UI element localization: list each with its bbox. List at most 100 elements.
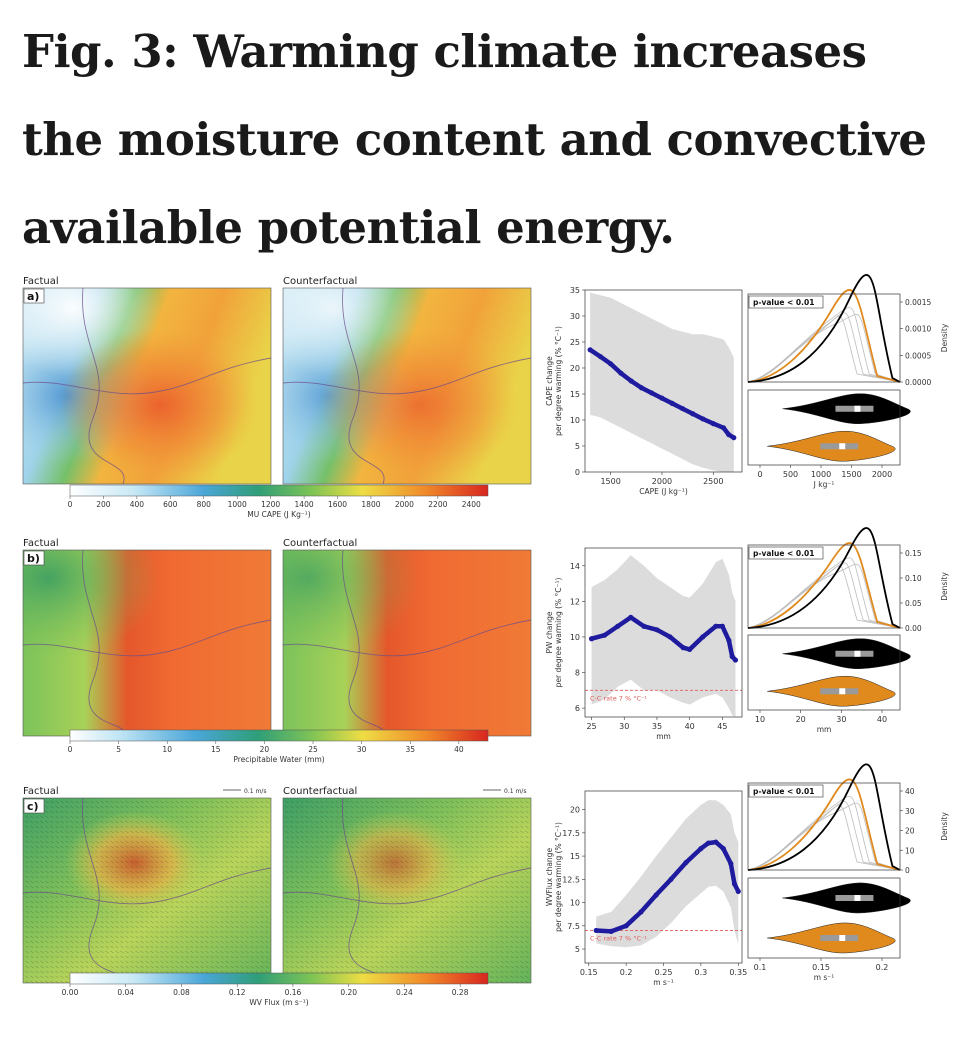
- p-value-label: p-value < 0.01: [753, 298, 814, 307]
- counterfactual-map-field-overlay: [283, 288, 531, 484]
- trend-point: [654, 627, 660, 633]
- colorbar: [69, 729, 489, 742]
- violin-x-tick-label: 0.15: [812, 963, 830, 972]
- colorbar-tick-label: 5: [116, 745, 121, 754]
- colorbar-tick-label: 1600: [328, 500, 347, 509]
- factual-map-border-line: [22, 867, 272, 905]
- cc-rate-label: C-C rate 7 % °C⁻¹: [590, 934, 647, 942]
- x-tick-label: 2000: [652, 477, 672, 486]
- density-plot: p-value < 0.01 0.0000 0.0005 0.0010 0.0015 De…: [747, 274, 949, 387]
- x-tick-label: 0.35: [729, 968, 747, 977]
- colorbar-tick-label: 1400: [295, 500, 314, 509]
- violin-x-axis-label: J kg⁻¹: [813, 480, 835, 489]
- x-axis-label: mm: [656, 732, 671, 741]
- density-y-axis-label-group: Density: [940, 572, 949, 601]
- trend-point: [608, 928, 614, 934]
- factual-map-title: Factual: [23, 276, 59, 287]
- density-y-tick-label: 0.0015: [905, 298, 931, 307]
- trend-point: [700, 634, 706, 640]
- density-y-axis-label: Density: [940, 812, 949, 841]
- trend-point: [687, 646, 693, 652]
- violin-x-tick-label: 20: [796, 715, 806, 724]
- colorbar-tick-label: 0.16: [285, 988, 302, 997]
- colorbar-tick-label: 400: [130, 500, 145, 509]
- density-y-axis-label: Density: [940, 323, 949, 352]
- x-tick-label: 30: [619, 722, 629, 731]
- violin-x-tick-label: 1500: [841, 470, 861, 479]
- violin-x-axis-label: mm: [817, 725, 832, 734]
- violin-x-tick-label: 10: [755, 715, 765, 724]
- trend-point: [700, 416, 706, 422]
- counterfactual-map-border-line: [282, 867, 532, 905]
- trend-point: [705, 840, 711, 846]
- trend-point: [588, 636, 595, 642]
- y-tick-label: 20: [570, 364, 580, 373]
- trend-point: [638, 385, 645, 391]
- density-y-tick-label: 0.0005: [905, 351, 931, 360]
- trend-point: [726, 431, 732, 438]
- colorbar-tick-label: 2400: [462, 500, 481, 509]
- trend-point: [615, 623, 621, 629]
- density-y-tick-label: 0.0010: [905, 325, 931, 334]
- trend-point: [680, 645, 686, 651]
- factual-violin-median: [854, 405, 861, 412]
- colorbar-tick-label: 0.20: [340, 988, 357, 997]
- y-tick-label: 10: [570, 899, 580, 908]
- y-tick-label: 15: [570, 390, 580, 399]
- factual-map-border-line: [22, 357, 272, 395]
- trend-point: [729, 653, 735, 660]
- trend-line: [593, 839, 741, 934]
- colorbar-label: Precipitable Water (mm): [233, 755, 324, 764]
- density-y-tick-label: 30: [905, 807, 915, 816]
- y-tick-label: 14: [570, 562, 580, 571]
- counterfactual-violin-median: [839, 443, 846, 450]
- trend-point: [732, 657, 739, 663]
- trend-point: [641, 623, 647, 629]
- figure-title: Fig. 3: Warming climate increases the mo…: [22, 25, 927, 254]
- density-y-tick-label: 0.00: [905, 624, 922, 633]
- colorbar-label: WV Flux (m s⁻¹): [249, 998, 308, 1007]
- counterfactual-map-border-line: [342, 549, 385, 737]
- trend-point: [628, 378, 634, 384]
- counterfactual-violin-median: [839, 935, 846, 941]
- panel-letter-box: [23, 550, 45, 566]
- panel-letter: b): [27, 552, 40, 565]
- y-axis-label-line-1: CAPE change: [545, 356, 554, 406]
- density-y-tick-label: 10: [905, 846, 915, 855]
- trend-point: [669, 400, 675, 406]
- counterfactual-map-border-line: [282, 357, 532, 395]
- y-tick-label: 10: [570, 633, 580, 642]
- counterfactual-violin-median: [839, 688, 846, 695]
- counterfactual-density-curve: [747, 778, 901, 871]
- colorbar-tick-label: 25: [308, 745, 318, 754]
- factual-map-border-line: [22, 619, 272, 657]
- trend-point: [679, 405, 686, 412]
- x-tick-label: 25: [586, 722, 596, 731]
- violin-plots: 0 500 1000 1500 2000 J kg⁻¹: [747, 389, 911, 489]
- x-tick-label: 0.15: [580, 968, 598, 977]
- y-tick-label: 7.5: [567, 922, 580, 931]
- counterfactual-map-frame: [282, 287, 532, 485]
- density-y-tick-label: 0: [905, 866, 910, 875]
- trend-point: [659, 395, 665, 401]
- panel-letter-box: [23, 798, 45, 814]
- violin-x-tick-label: 0: [757, 470, 762, 479]
- violin-x-axis-label: m s⁻¹: [814, 973, 835, 982]
- ensemble-member-curve: [747, 804, 901, 871]
- y-axis-label-line-1: WVFlux change: [545, 848, 554, 907]
- colorbar-tick-label: 600: [163, 500, 178, 509]
- factual-violin-median: [854, 650, 861, 657]
- y-tick-label: 5: [575, 442, 580, 451]
- p-value-box: [748, 546, 824, 560]
- y-tick-label: 20: [570, 806, 580, 815]
- y-tick-label: 10: [570, 416, 580, 425]
- violin-frame: [747, 634, 901, 711]
- panel-b: Factual Counterfactual b) 0 5 10 15 20 25 30 35 40 P…: [22, 527, 949, 764]
- trend-point: [726, 637, 732, 644]
- trend-point: [602, 632, 608, 638]
- density-y-tick-label: 40: [905, 787, 915, 796]
- factual-map-border-line: [82, 549, 125, 737]
- x-tick-label: 35: [652, 722, 662, 731]
- trend-point: [731, 435, 737, 441]
- cc-rate-label: C-C rate 7 % °C⁻¹: [590, 694, 647, 702]
